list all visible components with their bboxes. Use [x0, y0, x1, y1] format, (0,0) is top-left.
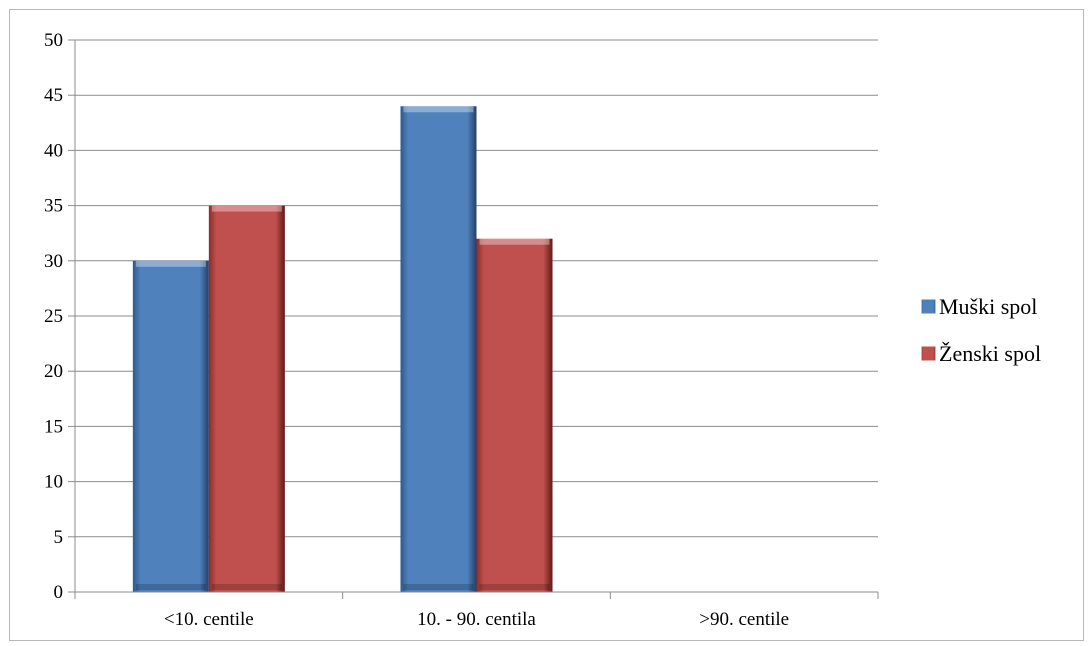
y-tick-label: 20 [44, 361, 63, 382]
legend-swatch-0 [921, 299, 936, 314]
chart-frame: 0 5 10 15 20 25 30 35 40 45 50 <10. centile 10. - 90… [9, 9, 1084, 641]
bar-zenski-0 [208, 205, 285, 592]
bar-bevel-top [211, 205, 282, 212]
y-tick-label: 15 [44, 416, 63, 437]
bar-bevel-top [135, 260, 206, 267]
bar-muski-1 [400, 106, 477, 593]
y-tick-label: 25 [44, 306, 63, 327]
bar-muski-0 [132, 260, 209, 592]
bar-bevel-bottom [403, 584, 474, 590]
y-tick-label: 0 [54, 582, 64, 603]
y-tick-label: 5 [54, 527, 64, 548]
y-tick-label: 45 [44, 85, 63, 106]
bar-bevel-bottom [135, 584, 206, 590]
y-tick-label: 30 [44, 251, 63, 272]
legend: Muški spol Ženski spol [921, 294, 1041, 366]
legend-swatch-1 [921, 346, 936, 361]
axis-layer: 0 5 10 15 20 25 30 35 40 45 50 <10. centile 10. - 90… [44, 30, 879, 630]
legend-label-0: Muški spol [939, 294, 1037, 319]
y-tick-label: 50 [44, 30, 63, 51]
bar-chart: 0 5 10 15 20 25 30 35 40 45 50 <10. centile 10. - 90… [44, 30, 1041, 630]
y-tick-label: 35 [44, 196, 63, 217]
y-tick-label: 40 [44, 140, 63, 161]
y-tick-label: 10 [44, 472, 63, 493]
bar-bevel-bottom [211, 584, 282, 590]
bar-bevel-bottom [479, 584, 550, 590]
legend-label-1: Ženski spol [939, 341, 1041, 366]
bar-zenski-1 [476, 238, 553, 592]
bar-bevel-top [479, 238, 550, 245]
x-tick-label: 10. - 90. centila [417, 609, 536, 630]
bars-layer [132, 106, 553, 593]
bar-bevel-top [403, 106, 474, 113]
x-tick-label: >90. centile [699, 609, 789, 630]
x-tick-label: <10. centile [164, 609, 254, 630]
